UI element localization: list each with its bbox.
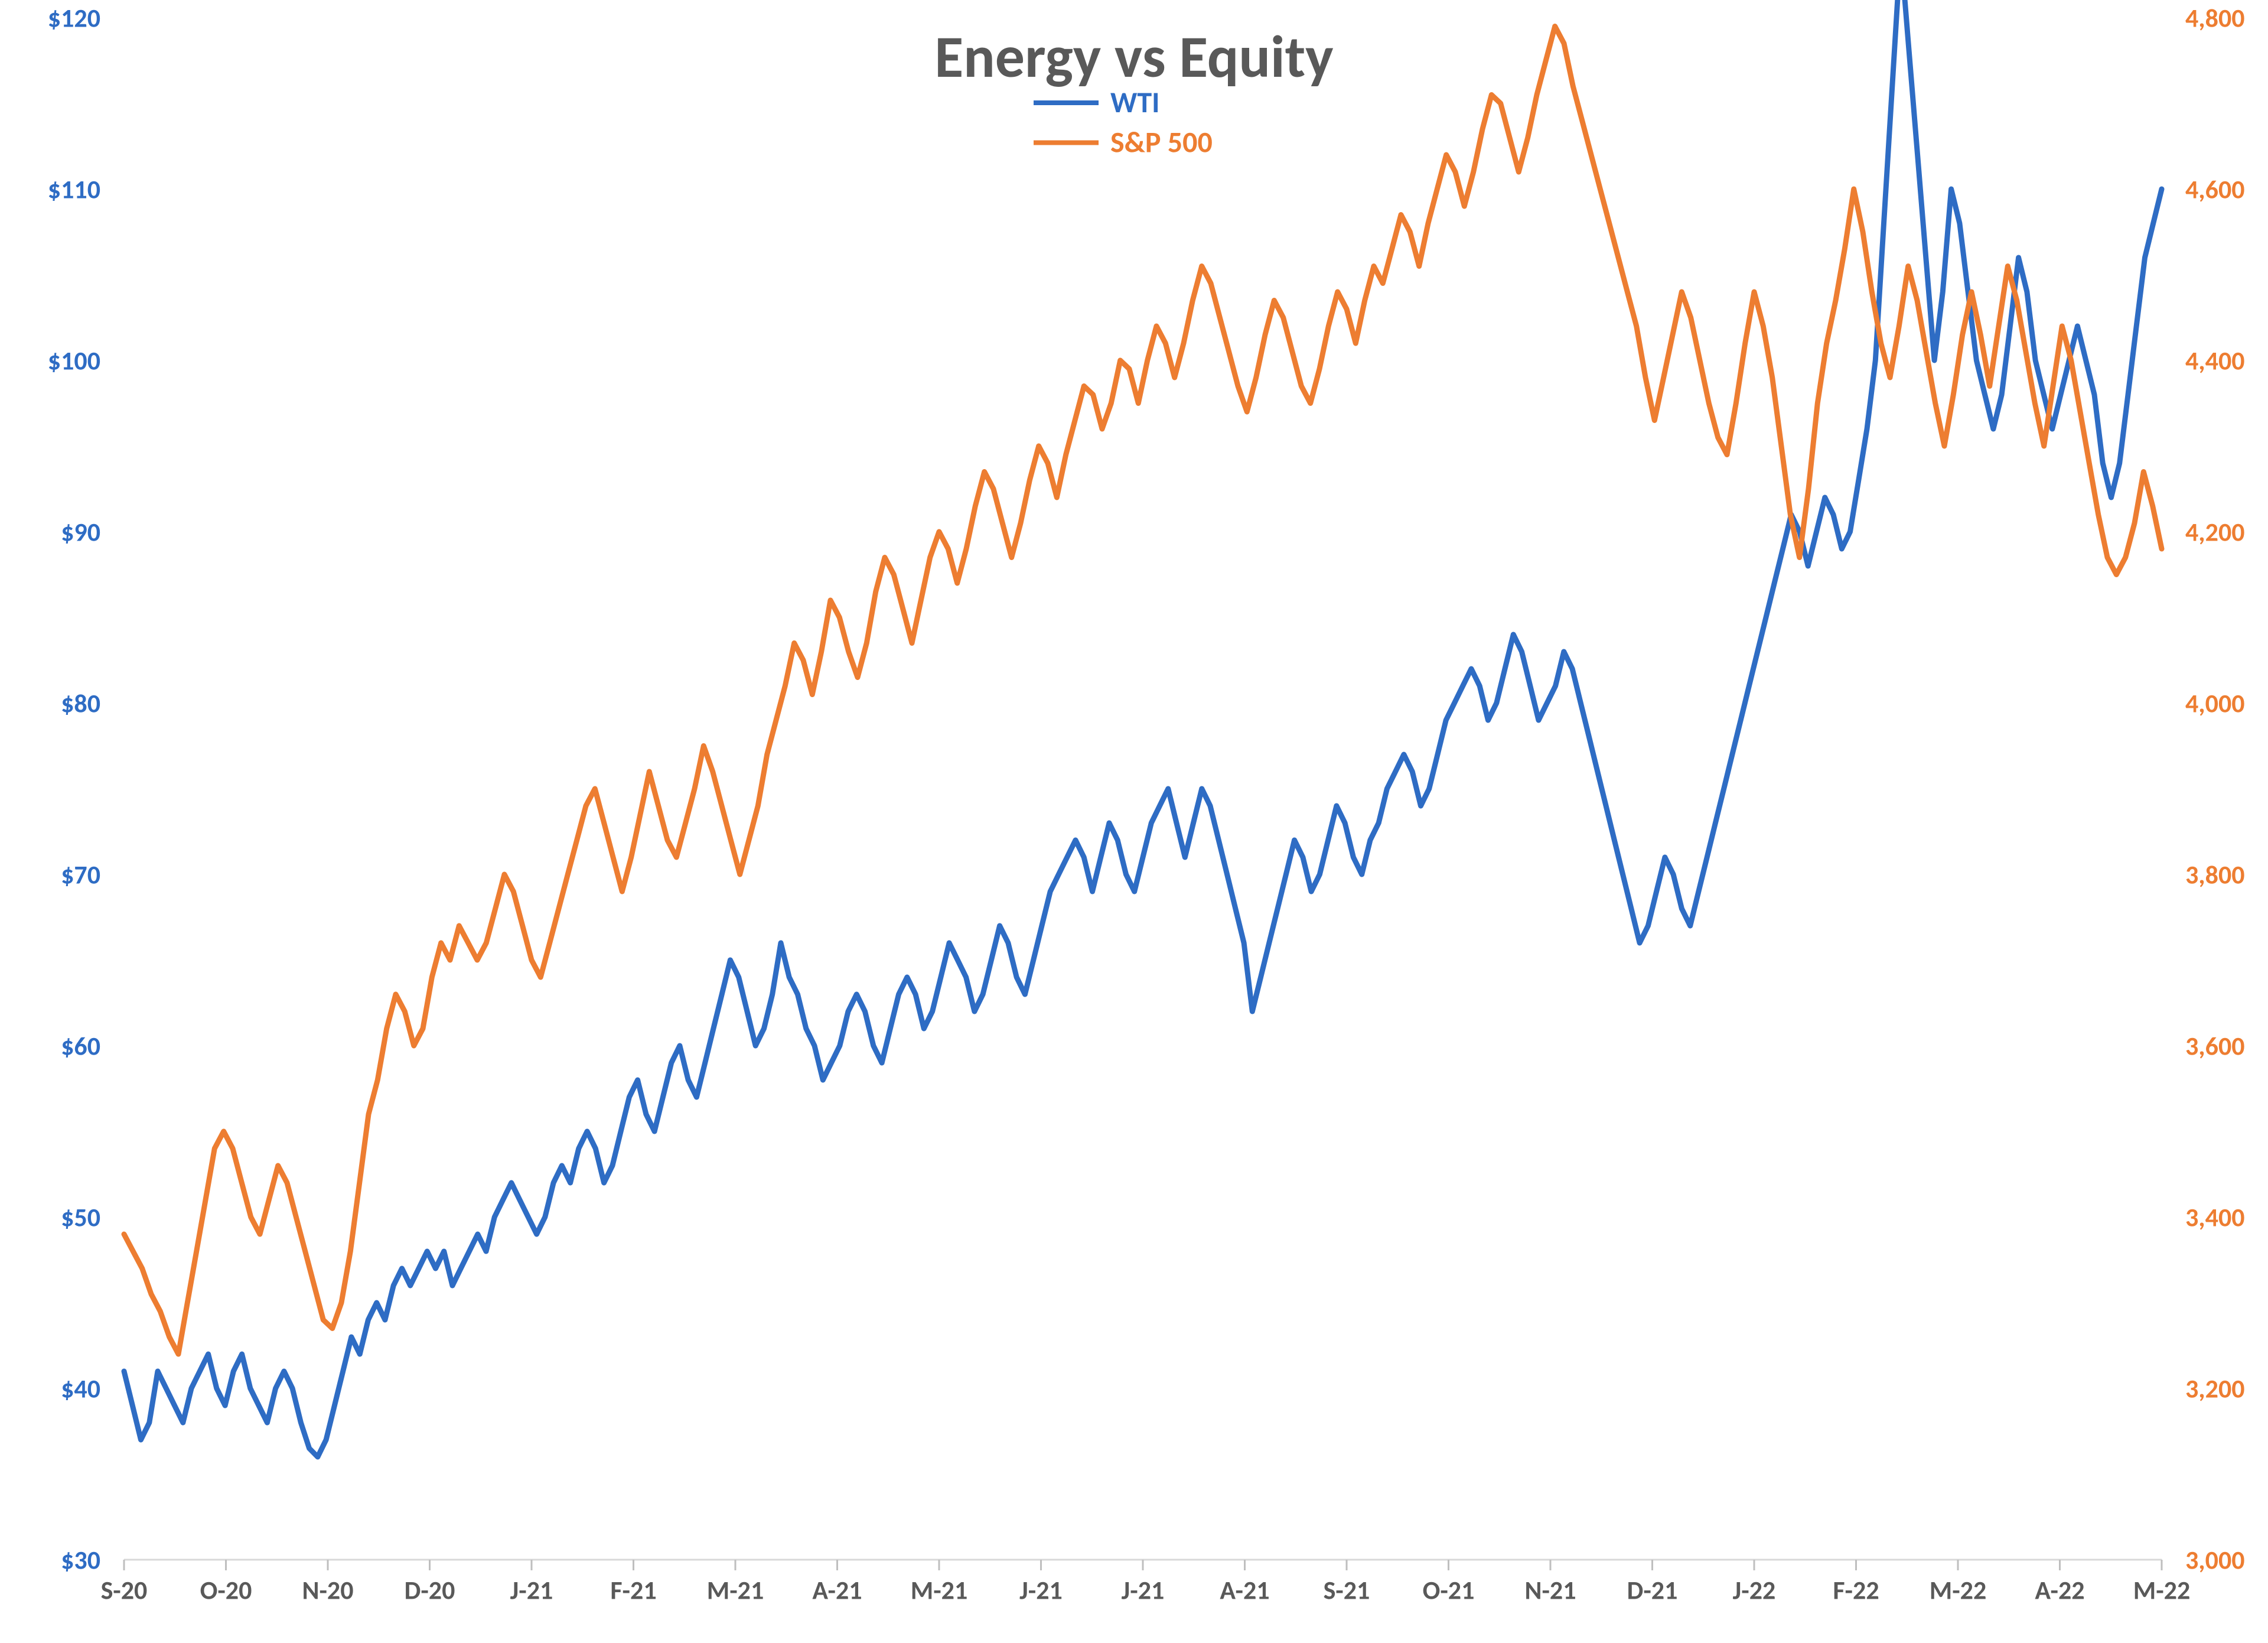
x-tick-label: F-21 <box>610 1574 656 1606</box>
energy-vs-equity-chart: $30 $40 $50 $60 $70 $80 $90 $100 $110 $120 3,000 3,… <box>0 0 2268 1643</box>
y-left-tick: $110 <box>48 173 100 205</box>
x-tick-label: M-22 <box>1930 1574 1987 1606</box>
y-right-tick: 4,000 <box>2185 687 2245 719</box>
y-left-tick: $120 <box>48 2 100 34</box>
y-left-tick: $30 <box>61 1544 100 1576</box>
y-left-tick: $90 <box>61 516 100 548</box>
y-left-tick: $40 <box>61 1372 100 1404</box>
y-right-tick: 4,600 <box>2185 173 2245 205</box>
x-tick-label: J-21 <box>1122 1574 1165 1606</box>
chart-title: Energy vs Equity <box>934 21 1333 93</box>
x-tick-label: M-22 <box>2133 1574 2191 1606</box>
y-right-tick: 3,600 <box>2185 1030 2245 1062</box>
x-tick-label: J-21 <box>510 1574 553 1606</box>
x-tick-label: O-20 <box>200 1574 252 1606</box>
x-tick-label: J-22 <box>1733 1574 1776 1606</box>
chart-container: $30 $40 $50 $60 $70 $80 $90 $100 $110 $120 3,000 3,… <box>0 0 2268 1643</box>
y-left-tick: $70 <box>61 858 100 890</box>
y-right-tick: 3,200 <box>2185 1372 2245 1404</box>
x-tick-label: M-21 <box>707 1574 764 1606</box>
y-right-tick: 4,200 <box>2185 516 2245 548</box>
x-tick-label: F-22 <box>1833 1574 1879 1606</box>
legend-label: WTI <box>1110 84 1159 121</box>
x-tick-label: N-20 <box>302 1574 353 1606</box>
x-tick-label: J-21 <box>1019 1574 1063 1606</box>
y-left-tick: $60 <box>61 1030 100 1062</box>
y-right-tick: 3,000 <box>2185 1544 2245 1576</box>
y-right-tick: 3,400 <box>2185 1201 2245 1233</box>
y-left-tick: $100 <box>48 344 100 376</box>
x-tick-label: O-21 <box>1423 1574 1475 1606</box>
x-tick-label: A-21 <box>812 1574 862 1606</box>
x-tick-label: A-22 <box>2035 1574 2084 1606</box>
x-tick-label: S-21 <box>1324 1574 1370 1606</box>
x-tick-label: N-21 <box>1524 1574 1576 1606</box>
x-tick-label: D-20 <box>405 1574 455 1606</box>
legend-label: S&P 500 <box>1110 125 1213 161</box>
x-tick-label: S-20 <box>101 1574 148 1606</box>
y-right-tick: 4,800 <box>2185 2 2245 34</box>
y-right-tick: 3,800 <box>2185 858 2245 890</box>
x-tick-label: D-21 <box>1627 1574 1678 1606</box>
y-left-tick: $50 <box>61 1201 100 1233</box>
y-right-tick: 4,400 <box>2185 344 2245 376</box>
x-tick-label: A-21 <box>1220 1574 1269 1606</box>
x-tick-label: M-21 <box>911 1574 968 1606</box>
y-left-tick: $80 <box>61 687 100 719</box>
